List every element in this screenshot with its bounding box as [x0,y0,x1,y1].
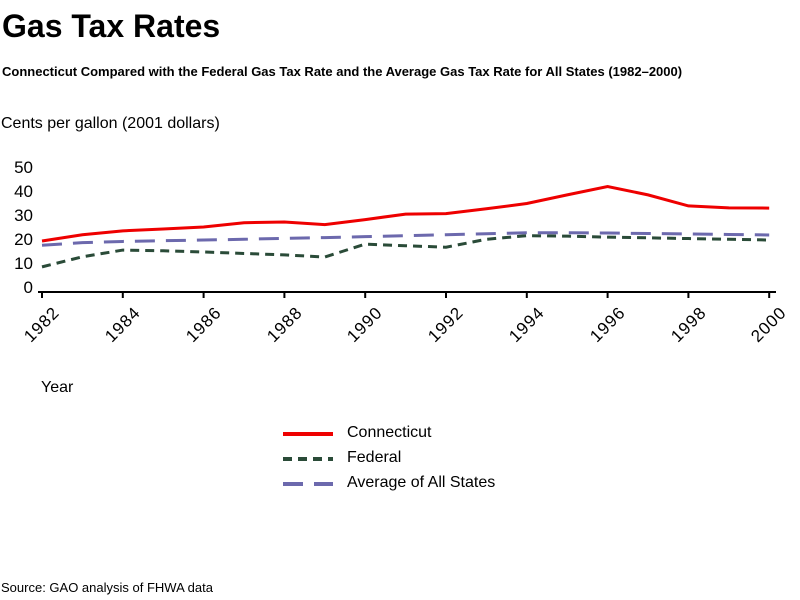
x-axis-title: Year [41,379,74,396]
y-tick-label-40: 40 [14,182,33,201]
legend: Connecticut Federal Average of All States [282,420,495,495]
y-tick-label-10: 10 [14,254,33,273]
series-line-average-of-all-states [41,231,770,247]
legend-item: Average of All States [282,470,495,495]
y-axis-units-label: Cents per gallon (2001 dollars) [1,115,220,132]
legend-item: Connecticut [282,420,495,445]
series-line-federal [41,234,770,269]
source-note: Source: GAO analysis of FHWA data [1,580,213,595]
series-line-connecticut [41,184,770,243]
y-tick-label-20: 20 [14,230,33,249]
legend-line-swatch [283,431,333,436]
y-tick-label-50: 50 [14,158,33,177]
legend-line-swatch [283,481,333,486]
chart-subtitle: Connecticut Compared with the Federal Ga… [2,64,683,79]
legend-label: Average of All States [347,473,496,491]
page-title: Gas Tax Rates [2,8,221,44]
legend-item: Federal [282,445,495,470]
legend-label: Connecticut [347,423,432,441]
y-tick-label-30: 30 [14,206,33,225]
legend-label: Federal [347,448,402,466]
y-tick-label-0: 0 [23,278,33,297]
legend-line-swatch [283,456,333,461]
